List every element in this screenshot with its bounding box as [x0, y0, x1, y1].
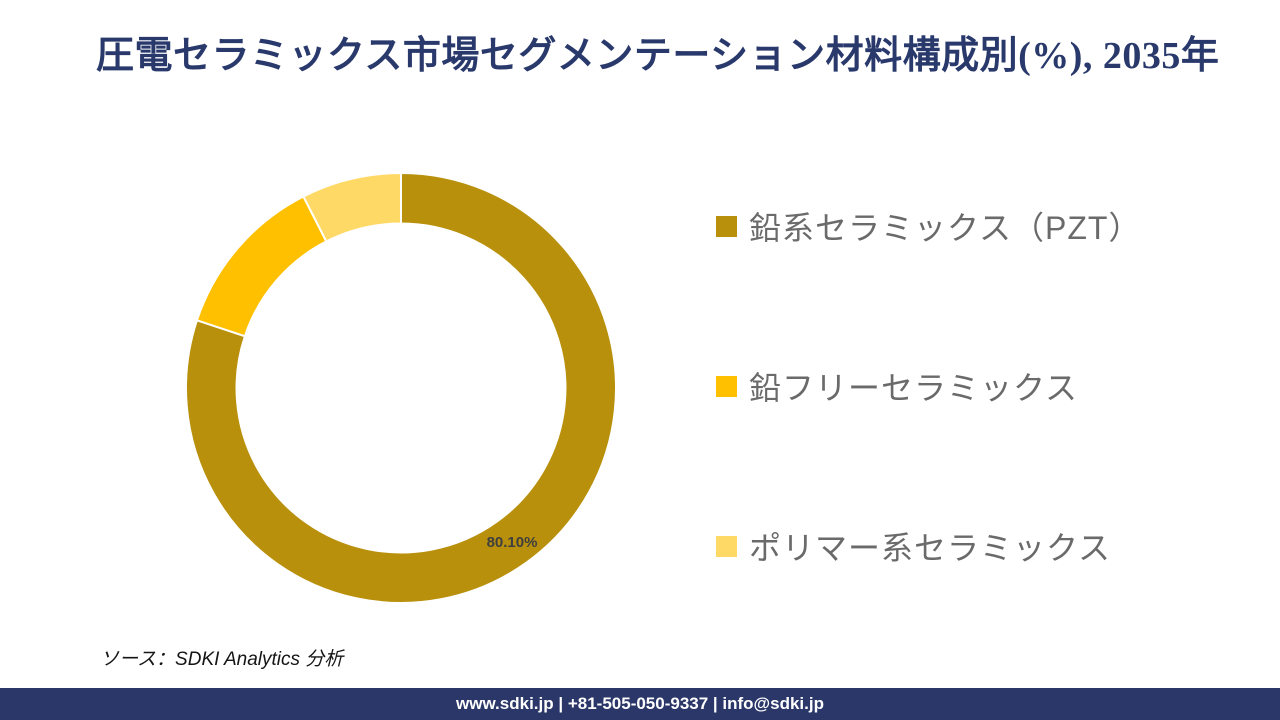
donut-slice-0: [185, 171, 617, 604]
legend-item-0: 鉛系セラミックス（PZT）: [716, 200, 1141, 252]
donut-slice-1: [195, 195, 328, 338]
footer-contact-text: www.sdki.jp | +81-505-050-9337 | info@sd…: [456, 694, 824, 713]
legend-color-swatch-icon: [716, 215, 737, 237]
legend-item-label: 鉛フリーセラミックス: [749, 370, 1079, 406]
legend-item-1: 鉛フリーセラミックス: [716, 360, 1141, 412]
footer-bar: www.sdki.jp | +81-505-050-9337 | info@sd…: [0, 688, 1280, 720]
legend-color-swatch-icon: [716, 375, 737, 397]
legend-item-label: ポリマー系セラミックス: [749, 530, 1112, 566]
legend-color-swatch-icon: [716, 535, 737, 557]
legend-item-2: ポリマー系セラミックス: [716, 520, 1141, 572]
chart-legend: 鉛系セラミックス（PZT） 鉛フリーセラミックス ポリマー系セラミックス: [716, 200, 1141, 572]
legend-item-label: 鉛系セラミックス（PZT）: [749, 210, 1142, 246]
source-note: ソース：SDKI Analytics 分析: [100, 649, 344, 670]
donut-chart: 80.10%: [185, 171, 617, 604]
donut-slice-label-0: 80.10%: [487, 534, 538, 551]
donut-slice-2: [302, 171, 402, 243]
page-title: 圧電セラミックス市場セグメンテーション材料構成別(%), 2035年: [96, 35, 1220, 77]
